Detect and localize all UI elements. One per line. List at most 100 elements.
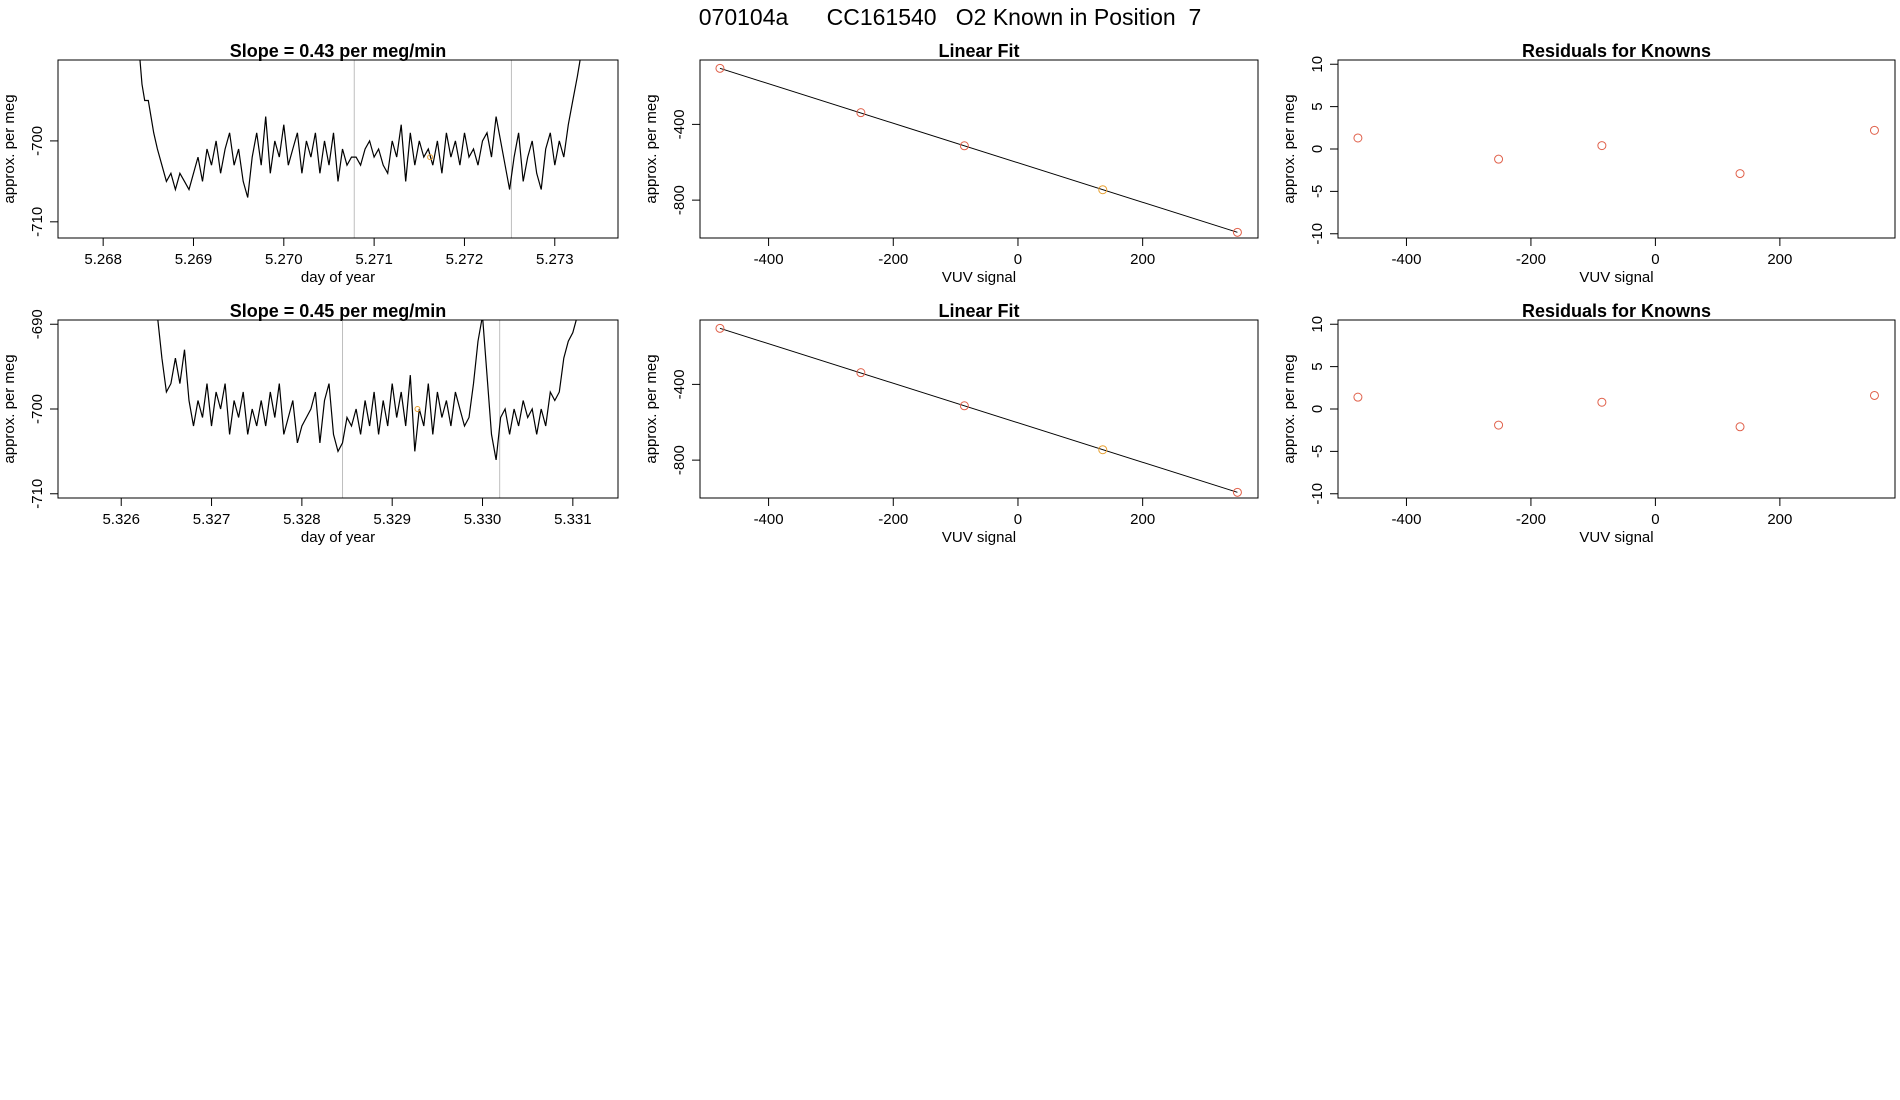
y-tick-label: -710: [29, 479, 46, 509]
x-tick-label: 0: [1014, 251, 1022, 268]
plot-area: [1353, 125, 1879, 179]
x-tick-label: 5.272: [446, 251, 484, 268]
highlight-point: [427, 154, 434, 161]
y-tick-label: 10: [1309, 56, 1326, 73]
x-tick-label: 0: [1014, 511, 1022, 528]
y-tick-label: -5: [1309, 445, 1326, 458]
panel-title: Linear Fit: [938, 41, 1019, 61]
data-point: [959, 401, 969, 411]
y-axis-label: approx. per meg: [1281, 94, 1298, 203]
panel-3: Residuals for Knowns -400 -200 0 200 VUV sign…: [1281, 41, 1896, 286]
x-tick-label: 5.329: [373, 511, 411, 528]
data-point: [715, 63, 725, 73]
y-tick-label: 0: [1309, 145, 1326, 153]
plot-area: [1353, 390, 1879, 432]
y-tick-label: -710: [29, 207, 46, 237]
x-axis-label: day of year: [301, 269, 375, 286]
panel-6: Residuals for Knowns -400 -200 0 200 VUV sign…: [1281, 301, 1896, 546]
fit-line: [719, 67, 1238, 233]
y-tick-label: 5: [1309, 362, 1326, 370]
x-tick-label: 5.270: [265, 251, 303, 268]
x-axis-label: VUV signal: [1579, 269, 1653, 286]
panel-4: Slope = 0.45 per meg/min 5.326 5.327 5.328 5…: [1, 301, 619, 546]
data-point: [1353, 392, 1363, 402]
fit-line: [719, 327, 1238, 493]
y-tick-label: -10: [1309, 483, 1326, 505]
x-tick-label: 5.273: [536, 251, 574, 268]
x-tick-label: 5.330: [464, 511, 502, 528]
plot-frame: [1337, 319, 1896, 499]
data-point: [1232, 227, 1242, 237]
panel-title: Linear Fit: [938, 301, 1019, 321]
x-tick-label: 5.326: [102, 511, 140, 528]
x-tick-label: 5.327: [193, 511, 231, 528]
x-tick-label: -400: [1391, 251, 1421, 268]
x-tick-label: -200: [878, 511, 908, 528]
data-point: [1232, 487, 1242, 497]
y-axis-label: approx. per meg: [643, 354, 660, 463]
plot-frame: [57, 319, 619, 499]
x-tick-label: -400: [754, 251, 784, 268]
y-tick-label: -700: [29, 394, 46, 424]
y-axis-label: approx. per meg: [1, 94, 18, 203]
y-tick-label: -10: [1309, 223, 1326, 245]
panel-1: Slope = 0.43 per meg/min 5.268 5.269 5.270 5…: [1, 41, 619, 286]
y-tick-label: 5: [1309, 102, 1326, 110]
y-tick-label: -400: [671, 109, 688, 139]
y-tick-label: 10: [1309, 316, 1326, 333]
data-point: [1597, 397, 1607, 407]
y-tick-label: -690: [29, 309, 46, 339]
x-tick-label: 200: [1767, 511, 1792, 528]
data-point: [1869, 390, 1879, 400]
x-tick-label: -200: [878, 251, 908, 268]
data-point: [1597, 141, 1607, 151]
panel-2: Linear Fit -400 -200 0 200 VUV signal -800 -400…: [643, 41, 1259, 286]
data-point: [1353, 133, 1363, 143]
x-tick-label: 5.331: [554, 511, 592, 528]
x-tick-label: -200: [1516, 511, 1546, 528]
panel-title: Slope = 0.43 per meg/min: [230, 41, 447, 61]
panel-title: Residuals for Knowns: [1522, 301, 1711, 321]
data-point: [1494, 420, 1504, 430]
plot-frame: [1337, 59, 1896, 239]
x-tick-label: 5.328: [283, 511, 321, 528]
data-point: [1494, 154, 1504, 164]
y-tick-label: -5: [1309, 185, 1326, 198]
x-tick-label: 200: [1767, 251, 1792, 268]
y-axis-label: approx. per meg: [1281, 354, 1298, 463]
x-tick-label: 5.268: [84, 251, 122, 268]
data-point: [856, 108, 866, 118]
x-tick-label: 5.269: [175, 251, 213, 268]
y-tick-label: -800: [671, 445, 688, 475]
plot-area: [157, 320, 577, 498]
y-axis-label: approx. per meg: [643, 94, 660, 203]
y-tick-label: -700: [29, 126, 46, 156]
x-axis-label: VUV signal: [1579, 529, 1653, 546]
data-point: [1735, 169, 1745, 179]
series-line: [157, 320, 577, 461]
x-tick-label: 5.271: [355, 251, 393, 268]
x-tick-label: -400: [1391, 511, 1421, 528]
x-tick-label: 0: [1651, 251, 1659, 268]
x-tick-label: -400: [754, 511, 784, 528]
plot-frame: [699, 319, 1259, 499]
data-point: [1869, 125, 1879, 135]
panel-5: Linear Fit -400 -200 0 200 VUV signal -800 -400…: [643, 301, 1259, 546]
panel-title: Slope = 0.45 per meg/min: [230, 301, 447, 321]
data-point: [1098, 185, 1108, 195]
data-point: [1735, 422, 1745, 432]
plot-frame: [699, 59, 1259, 239]
y-tick-label: 0: [1309, 405, 1326, 413]
data-point: [959, 141, 969, 151]
page-title: 070104a CC161540 O2 Known in Position 7: [699, 4, 1202, 30]
plot-frame: [57, 59, 619, 239]
x-tick-label: -200: [1516, 251, 1546, 268]
series-line: [139, 60, 581, 198]
y-tick-label: -400: [671, 369, 688, 399]
x-axis-label: VUV signal: [942, 269, 1016, 286]
plot-area: [139, 60, 581, 238]
panel-title: Residuals for Knowns: [1522, 41, 1711, 61]
highlight-point: [414, 406, 421, 412]
plot-area: [715, 63, 1242, 237]
